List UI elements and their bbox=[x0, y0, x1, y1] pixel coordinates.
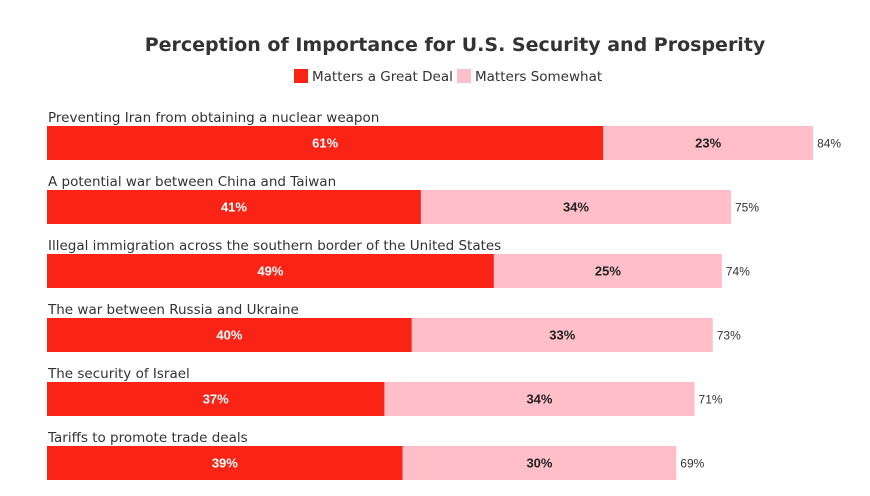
bar-value-label: 41% bbox=[221, 200, 247, 215]
category-label: The war between Russia and Ukraine bbox=[47, 302, 299, 318]
bar-value-label: 39% bbox=[212, 456, 238, 471]
bar-segment bbox=[402, 446, 677, 480]
category-label: Preventing Iran from obtaining a nuclear… bbox=[48, 110, 379, 126]
bar-segment bbox=[603, 126, 814, 160]
bar-value-label: 40% bbox=[216, 328, 242, 343]
bar-value-label: 23% bbox=[695, 136, 721, 151]
bar-value-label: 61% bbox=[312, 136, 338, 151]
total-label: 75% bbox=[735, 201, 759, 215]
total-label: 84% bbox=[817, 137, 841, 151]
bar-segment bbox=[47, 254, 494, 288]
legend: Matters a Great Deal Matters Somewhat bbox=[294, 69, 602, 85]
total-label: 71% bbox=[699, 393, 723, 407]
chart-row: A potential war between China and Taiwan… bbox=[47, 174, 759, 224]
chart-row: The security of Israel 37% 34% 71% bbox=[47, 366, 723, 416]
bar-segment bbox=[411, 318, 713, 352]
category-label: The security of Israel bbox=[47, 366, 190, 382]
chart-row: Tariffs to promote trade deals 39% 30% 69% bbox=[47, 430, 705, 480]
category-label: Tariffs to promote trade deals bbox=[47, 430, 248, 446]
total-label: 73% bbox=[717, 329, 741, 343]
chart-row: Preventing Iran from obtaining a nuclear… bbox=[47, 110, 841, 160]
bar-value-label: 30% bbox=[526, 456, 552, 471]
total-label: 69% bbox=[680, 457, 704, 471]
bar-value-label: 25% bbox=[595, 264, 621, 279]
bar-segment bbox=[47, 190, 421, 224]
total-label: 74% bbox=[726, 265, 750, 279]
bar-segment bbox=[47, 318, 412, 352]
category-label: Illegal immigration across the southern … bbox=[48, 238, 501, 254]
bar-value-label: 33% bbox=[549, 328, 575, 343]
chart-rows: Preventing Iran from obtaining a nuclear… bbox=[47, 110, 841, 480]
bar-segment bbox=[493, 254, 722, 288]
bar-value-label: 37% bbox=[203, 392, 229, 407]
legend-label: Matters a Great Deal bbox=[312, 69, 453, 85]
bar-value-label: 34% bbox=[526, 392, 552, 407]
bar-value-label: 49% bbox=[257, 264, 283, 279]
category-label: A potential war between China and Taiwan bbox=[48, 174, 336, 190]
legend-swatch bbox=[294, 69, 308, 83]
chart-row: The war between Russia and Ukraine 40% 33%… bbox=[47, 302, 741, 352]
chart-row: Illegal immigration across the southern … bbox=[47, 238, 750, 288]
bar-segment bbox=[47, 382, 385, 416]
chart-title: Perception of Importance for U.S. Securi… bbox=[145, 34, 766, 56]
legend-label: Matters Somewhat bbox=[475, 69, 602, 85]
bar-segment bbox=[384, 382, 695, 416]
bar-value-label: 34% bbox=[563, 200, 589, 215]
bar-segment bbox=[47, 126, 604, 160]
bar-segment bbox=[420, 190, 731, 224]
bar-segment bbox=[47, 446, 403, 480]
legend-swatch bbox=[457, 69, 471, 83]
